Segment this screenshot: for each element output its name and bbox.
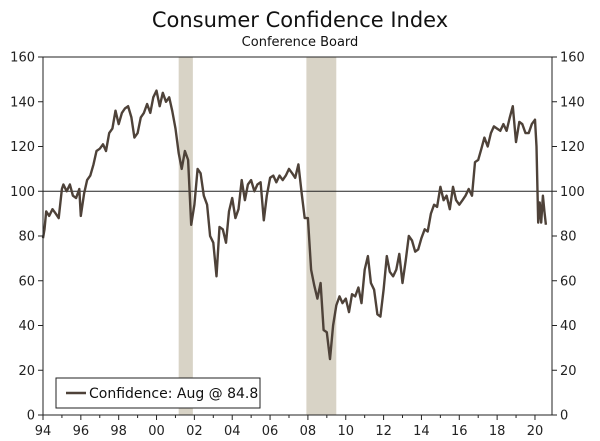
- right-y-tick-label: 40: [560, 319, 577, 334]
- recession-band-1: [178, 57, 193, 415]
- right-y-tick-label: 140: [560, 95, 585, 110]
- right-y-tick-label: 60: [560, 274, 577, 289]
- right-y-tick-label: 20: [560, 364, 577, 379]
- x-tick-label: 06: [262, 424, 279, 439]
- left-y-tick-label: 40: [18, 319, 35, 334]
- x-tick-label: 14: [413, 424, 430, 439]
- plot-frame: [42, 56, 553, 416]
- left-y-tick-label: 60: [18, 274, 35, 289]
- x-tick-label: 12: [375, 424, 392, 439]
- left-y-tick-label: 0: [27, 409, 35, 424]
- left-y-tick-label: 100: [10, 185, 35, 200]
- recession-band-2: [306, 57, 337, 415]
- x-tick-label: 20: [527, 424, 544, 439]
- right-y-tick-label: 100: [560, 185, 585, 200]
- right-y-tick-label: 120: [560, 140, 585, 155]
- x-tick-label: 08: [300, 424, 317, 439]
- chart-subtitle: Conference Board: [242, 35, 359, 50]
- chart-title: Consumer Confidence Index: [152, 8, 448, 32]
- x-tick-label: 16: [451, 424, 468, 439]
- legend-box: [55, 377, 261, 409]
- x-tick-label: 96: [73, 424, 90, 439]
- left-y-tick-label: 20: [18, 364, 35, 379]
- left-axis: 0 20 40 60 80 100 120 140 160: [10, 51, 43, 424]
- left-y-tick-label: 160: [10, 51, 35, 66]
- right-y-tick-label: 160: [560, 51, 585, 66]
- x-tick-label: 04: [224, 424, 241, 439]
- left-y-tick-label: 140: [10, 95, 35, 110]
- recession-bands: [178, 57, 337, 415]
- legend: Confidence: Aug @ 84.8: [55, 377, 261, 409]
- left-y-tick-label: 80: [18, 230, 35, 245]
- right-y-tick-label: 0: [560, 409, 568, 424]
- x-tick-label: 18: [489, 424, 506, 439]
- left-y-tick-label: 120: [10, 140, 35, 155]
- legend-label: Confidence: Aug @ 84.8: [89, 386, 258, 402]
- x-axis: 94 96 98 00 02 04 06 08 10 12 14 16 18 20: [35, 415, 544, 439]
- x-tick-label: 10: [337, 424, 354, 439]
- x-tick-label: 94: [35, 424, 52, 439]
- x-tick-label: 00: [148, 424, 165, 439]
- x-tick-label: 98: [110, 424, 127, 439]
- x-tick-label: 02: [186, 424, 203, 439]
- series-line: [41, 89, 548, 361]
- right-axis: 0 20 40 60 80 100 120 140 160: [552, 51, 585, 424]
- right-y-tick-label: 80: [560, 230, 577, 245]
